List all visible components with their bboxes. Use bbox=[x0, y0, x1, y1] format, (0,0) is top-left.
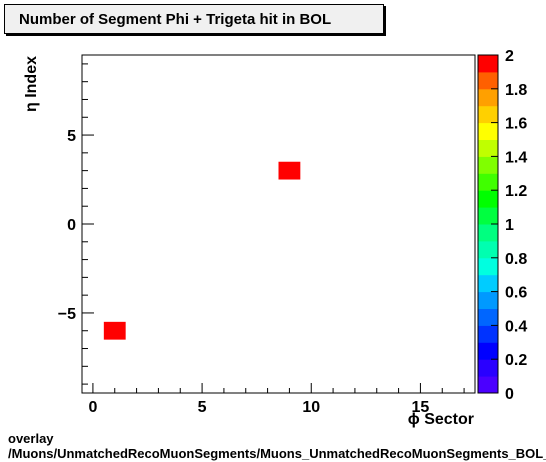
colorbar-band bbox=[478, 105, 498, 124]
colorbar-band bbox=[478, 55, 498, 73]
y-tick-label: 0 bbox=[67, 217, 76, 234]
colorbar-band bbox=[478, 71, 498, 90]
colorbar-band bbox=[478, 308, 498, 326]
colorbar-band bbox=[478, 173, 498, 191]
colorbar-tick-label: 0.2 bbox=[505, 352, 527, 369]
colorbar-tick-label: 1.8 bbox=[505, 82, 527, 99]
heatmap-cell bbox=[278, 161, 301, 180]
colorbar-tick-label: 0.6 bbox=[505, 285, 527, 302]
chart-title: Number of Segment Phi + Trigeta hit in B… bbox=[19, 11, 332, 28]
colorbar-band bbox=[478, 139, 498, 157]
colorbar-tick-label: 2 bbox=[505, 48, 514, 65]
x-tick-label: 5 bbox=[198, 399, 207, 416]
heatmap-cell bbox=[103, 321, 126, 340]
y-axis-label: η Index bbox=[23, 56, 40, 112]
y-tick-label: −5 bbox=[58, 306, 76, 323]
colorbar-band bbox=[478, 240, 498, 259]
colorbar-tick-label: 0.4 bbox=[505, 318, 527, 335]
colorbar-band bbox=[478, 122, 498, 140]
colorbar-band bbox=[478, 376, 498, 394]
colorbar-tick-label: 0 bbox=[505, 386, 514, 403]
footer-overlay-label: overlay bbox=[8, 431, 54, 446]
x-axis-label: ϕ Sector bbox=[408, 411, 474, 428]
y-tick-label: 5 bbox=[67, 128, 76, 145]
footer-path-label: /Muons/UnmatchedRecoMuonSegments/Muons_U… bbox=[8, 446, 546, 461]
colorbar-band bbox=[478, 359, 498, 377]
colorbar-band bbox=[478, 325, 498, 343]
colorbar-band bbox=[478, 207, 498, 225]
x-tick-label: 10 bbox=[302, 399, 320, 416]
colorbar-band bbox=[478, 257, 498, 276]
colorbar-tick-label: 1.2 bbox=[505, 183, 527, 200]
colorbar-tick-label: 1.4 bbox=[505, 149, 527, 166]
x-tick-label: 0 bbox=[88, 399, 97, 416]
colorbar-tick-label: 1.6 bbox=[505, 116, 527, 133]
colorbar-band bbox=[478, 274, 498, 293]
colorbar-band bbox=[478, 224, 498, 242]
colorbar-band bbox=[478, 342, 498, 360]
x-tick-label: 15 bbox=[412, 399, 430, 416]
colorbar-tick-label: 1 bbox=[505, 217, 514, 234]
title-box: Number of Segment Phi + Trigeta hit in B… bbox=[4, 4, 384, 34]
plot-frame bbox=[81, 54, 476, 394]
colorbar-tick-label: 0.8 bbox=[505, 251, 527, 268]
colorbar-band bbox=[478, 156, 498, 174]
colorbar-band bbox=[478, 88, 498, 107]
colorbar-band bbox=[478, 291, 498, 309]
colorbar-band bbox=[478, 190, 498, 208]
